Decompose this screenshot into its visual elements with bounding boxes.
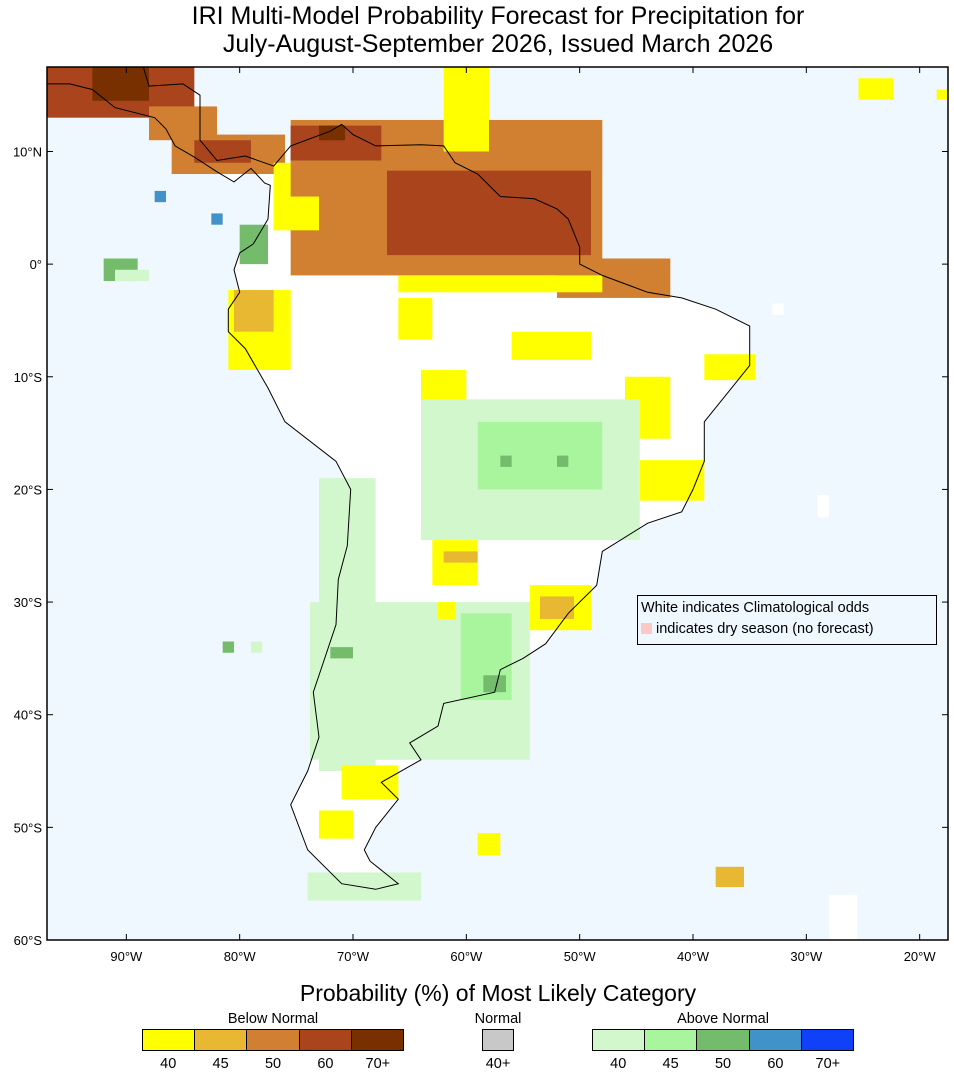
legend-above-label: Above Normal: [677, 1011, 769, 1027]
lon-tick-label: 50°W: [564, 949, 597, 964]
forecast-cell-above_40: [251, 641, 263, 653]
legend-normal: Normal 40+: [475, 1011, 522, 1072]
forecast-cell-below_40: [443, 67, 489, 152]
legend-tick: 40+: [485, 1056, 511, 1072]
forecast-cell-below_60: [387, 170, 591, 256]
forecast-cell-below_45: [715, 866, 744, 888]
forecast-cell-above_50: [557, 455, 569, 467]
forecast-cell-below_40: [511, 331, 591, 360]
note-climatology: White indicates Climatological odds: [641, 600, 870, 616]
forecast-cell-below_45: [443, 551, 478, 563]
lon-tick-label: 70°W: [337, 949, 370, 964]
title-line-1: IRI Multi-Model Probability Forecast for…: [191, 2, 805, 30]
forecast-cell-below_40: [936, 89, 948, 100]
lon-tick-label: 60°W: [450, 949, 483, 964]
legend-above-bar: [592, 1029, 854, 1051]
legend-title: Probability (%) of Most Likely Category: [299, 980, 697, 1006]
legend-swatch-below-45: [194, 1030, 247, 1050]
lat-tick-label: 10°S: [14, 370, 43, 385]
legend-tick: 70+: [365, 1056, 391, 1072]
forecast-cell-below_40: [858, 78, 894, 100]
lat-tick-label: 0°: [30, 257, 42, 272]
legend-below-normal: Below Normal 40 45 50 60 70+: [142, 1011, 404, 1072]
lat-tick-label: 50°S: [14, 820, 43, 835]
forecast-cell-above_40: [307, 872, 421, 901]
lon-tick-label: 20°W: [904, 949, 937, 964]
legend-tick: 60: [767, 1056, 784, 1072]
forecast-cell-below_40: [639, 460, 705, 501]
legend-swatch-above-60: [748, 1030, 801, 1050]
title-line-2: July-August-September 2026, Issued March…: [222, 30, 774, 58]
forecast-cell-below_40: [398, 297, 433, 340]
forecast-cell-below_70: [319, 125, 346, 141]
legend-tick: 70+: [815, 1056, 841, 1072]
legend-tick: 45: [662, 1056, 679, 1072]
legend-tick: 45: [212, 1056, 229, 1072]
forecast-cell-below_40: [273, 196, 319, 231]
forecast-cell-below_40: [341, 765, 399, 800]
forecast-cell-above_50: [500, 455, 512, 467]
forecast-cell-climatology: [817, 495, 829, 518]
forecast-cell-below_40: [438, 602, 455, 619]
forecast-cell-above_50: [483, 675, 506, 693]
forecast-cell-climatology: [772, 303, 784, 315]
legend-swatch-below-50: [246, 1030, 299, 1050]
forecast-cell-above_50: [222, 641, 234, 653]
forecast-cell-above_60: [211, 213, 223, 225]
forecast-cell-below_40: [398, 275, 603, 293]
forecast-cell-below_45: [540, 596, 574, 619]
lat-tick-label: 20°S: [14, 482, 43, 497]
legend-above-normal: Above Normal 40 45 50 60 70+: [592, 1011, 854, 1072]
forecast-cell-above_45: [477, 421, 603, 490]
forecast-cell-below_40: [319, 810, 353, 839]
legend-normal-bar: [482, 1029, 514, 1051]
forecast-cell-below_40: [704, 354, 756, 381]
lat-tick-label: 40°S: [14, 708, 43, 723]
forecast-cell-above_40: [115, 269, 149, 282]
legend-swatch-above-70+: [800, 1030, 854, 1050]
forecast-cell-below_70: [92, 67, 149, 101]
legend-swatch-normal-40+: [483, 1030, 513, 1050]
forecast-cell-above_60: [154, 190, 166, 203]
lat-tick-label: 30°S: [14, 595, 43, 610]
legend-below-bar: [142, 1029, 404, 1051]
map-frame: [46, 66, 949, 941]
note-dry-season: indicates dry season (no forecast): [656, 621, 874, 637]
legend-swatch-below-60: [298, 1030, 351, 1050]
forecast-cell-above_50: [239, 224, 268, 265]
legend-swatch-below-40: [143, 1030, 195, 1050]
legend-tick: 40: [610, 1056, 627, 1072]
legend-tick: 40: [160, 1056, 177, 1072]
lon-tick-label: 40°W: [677, 949, 710, 964]
forecast-cell-climatology: [829, 894, 858, 940]
coastline: [47, 67, 751, 890]
forecast-cell-above_40: [319, 478, 376, 772]
forecast-cell-above_50: [330, 647, 353, 659]
lat-tick-label: 10°N: [13, 144, 42, 159]
legend-swatch-above-45: [644, 1030, 697, 1050]
forecast-cell-below_45: [234, 290, 274, 332]
dry-season-swatch: [641, 623, 652, 634]
legend-normal-label: Normal: [474, 1011, 522, 1027]
lon-tick-label: 30°W: [790, 949, 823, 964]
map-note: White indicates Climatological odds indi…: [637, 595, 937, 645]
legend-tick: 50: [714, 1056, 732, 1072]
legend-swatch-above-40: [593, 1030, 645, 1050]
lon-tick-label: 90°W: [110, 949, 143, 964]
forecast-cell-below_40: [477, 832, 501, 856]
lat-tick-label: 60°S: [14, 933, 43, 948]
legend-tick: 50: [264, 1056, 282, 1072]
lon-tick-label: 80°W: [224, 949, 257, 964]
legend-tick: 60: [317, 1056, 334, 1072]
legend-below-label: Below Normal: [227, 1011, 319, 1027]
legend-swatch-above-50: [696, 1030, 749, 1050]
legend-swatch-below-70+: [350, 1030, 404, 1050]
